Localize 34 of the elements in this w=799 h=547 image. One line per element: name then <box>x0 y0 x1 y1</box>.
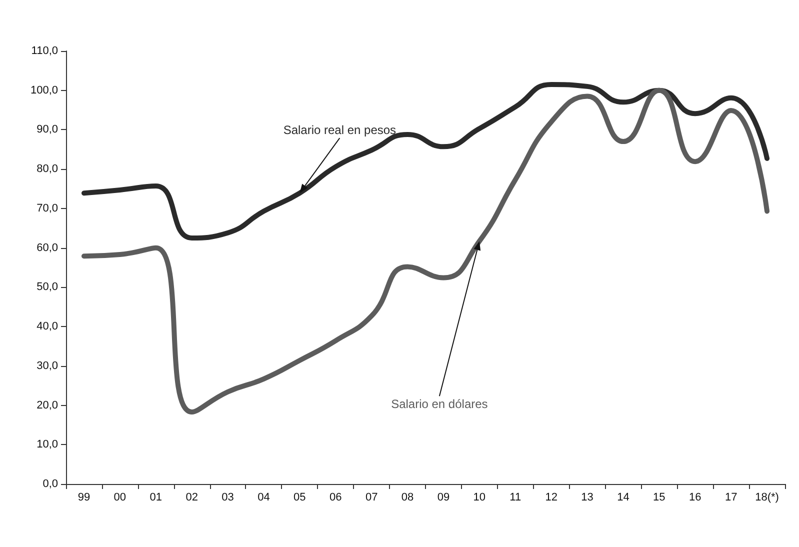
x-tick-label: 06 <box>330 492 342 504</box>
x-tick-label: 09 <box>437 492 450 504</box>
y-tick-label: 70,0 <box>36 202 58 214</box>
x-tick-label: 00 <box>114 492 126 504</box>
y-tick-label: 20,0 <box>36 399 58 412</box>
y-tick-label: 40,0 <box>36 320 58 333</box>
x-tick-label: 14 <box>617 492 630 504</box>
x-tick-label: 18(*) <box>755 492 779 504</box>
x-tick-label: 08 <box>401 492 414 504</box>
x-tick-label: 16 <box>689 492 702 504</box>
x-tick-label: 11 <box>510 492 522 504</box>
x-tick-label: 02 <box>186 492 198 504</box>
y-tick-label: 0,0 <box>42 478 58 490</box>
y-tick-label: 30,0 <box>36 360 58 372</box>
y-tick-label: 60,0 <box>36 242 58 254</box>
x-tick-label: 07 <box>365 492 378 504</box>
x-tick-label: 15 <box>653 492 666 504</box>
y-tick-label: 110,0 <box>31 45 58 57</box>
x-tick-label: 99 <box>78 492 90 504</box>
y-tick-label: 100,0 <box>30 84 58 96</box>
series-label: Salario real en pesos <box>283 123 396 138</box>
x-tick-label: 04 <box>258 492 270 504</box>
y-tick-label: 80,0 <box>36 163 58 176</box>
x-tick-label: 05 <box>294 492 306 504</box>
text: Salario en dólares <box>391 397 488 412</box>
x-tick-label: 03 <box>222 492 234 504</box>
x-tick-label: 12 <box>545 492 558 504</box>
y-tick-label: 90,0 <box>36 124 58 136</box>
x-tick-label: 01 <box>150 492 162 504</box>
y-tick-label: 10,0 <box>36 438 58 451</box>
x-tick-label: 13 <box>581 492 594 504</box>
x-tick-label: 17 <box>724 492 738 504</box>
x-tick-label: 10 <box>473 492 486 504</box>
y-tick-label: 50,0 <box>36 281 58 294</box>
